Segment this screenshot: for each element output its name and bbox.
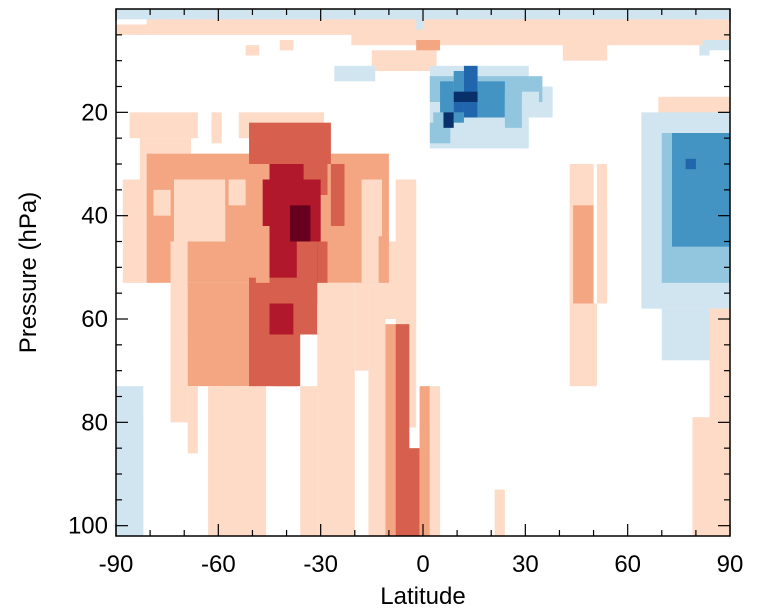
x-tick-label: 30 — [512, 551, 539, 578]
y-tick-label: 60 — [81, 306, 108, 333]
heatmap-cell — [416, 40, 441, 51]
heatmap-cell — [453, 91, 478, 102]
heatmap-cell — [504, 91, 522, 128]
heatmap-cell — [279, 40, 294, 51]
axis-ticks — [115, 9, 731, 536]
heatmap-cell — [672, 133, 730, 247]
heatmap-cell — [330, 164, 345, 226]
x-tick-label: 60 — [614, 551, 641, 578]
heatmap-cell — [272, 334, 297, 387]
heatmap-cell — [371, 50, 437, 71]
heatmap-cell — [289, 205, 311, 242]
heatmap-cells — [116, 9, 730, 536]
heatmap-cell — [249, 122, 331, 164]
heatmap-cell — [562, 24, 608, 61]
heatmap-cell — [228, 179, 246, 206]
heatmap-cell — [685, 158, 696, 170]
heatmap-cell — [361, 179, 383, 283]
heatmap-cell — [378, 236, 389, 283]
y-tick-label: 40 — [81, 203, 108, 230]
heatmap-cell — [344, 164, 362, 226]
x-tick-label: -90 — [99, 551, 134, 578]
heatmap-cell — [191, 205, 226, 242]
heatmap-cell — [474, 29, 485, 46]
heatmap-cell — [477, 81, 505, 118]
heatmap-cell — [208, 386, 267, 536]
heatmap-cell — [440, 81, 454, 118]
heatmap-cell — [443, 112, 454, 128]
heatmap-cell — [351, 19, 730, 46]
heatmap-cell — [153, 189, 171, 216]
heatmap-cell — [368, 282, 386, 536]
heatmap-cell — [699, 45, 710, 56]
heatmap-cell — [170, 334, 188, 423]
x-tick-label: 90 — [717, 551, 744, 578]
heatmap-cell — [317, 282, 355, 536]
heatmap-cell — [245, 45, 260, 56]
heatmap-cell — [300, 386, 318, 536]
x-axis-title: Latitude — [380, 583, 465, 610]
y-tick-label: 80 — [81, 409, 108, 436]
heatmap-cell — [709, 308, 730, 381]
heatmap-cell — [419, 386, 430, 536]
heatmap-cell — [494, 489, 505, 536]
heatmap-cell — [429, 386, 441, 536]
heatmap-cell — [187, 386, 198, 454]
heatmap-cell — [354, 282, 369, 371]
heatmap-cell — [661, 308, 710, 361]
y-tick-label: 100 — [68, 513, 108, 540]
x-tick-label: -30 — [303, 551, 338, 578]
heatmap-cell — [453, 102, 464, 113]
heatmap-cell — [170, 241, 188, 335]
heatmap-cell — [211, 112, 222, 144]
y-tick-labels: 20 40 60 80 100 — [68, 99, 108, 539]
heatmap-cell — [296, 241, 318, 335]
x-tick-label: 0 — [416, 551, 429, 578]
y-axis-title: Pressure (hPa) — [15, 192, 42, 353]
x-tick-labels: -90 -60 -30 0 30 60 90 — [99, 551, 744, 578]
heatmap-cell — [399, 448, 420, 536]
heatmap-cell — [269, 303, 294, 335]
heatmap-cell — [334, 65, 376, 82]
heatmap-cell — [521, 91, 539, 118]
y-tick-label: 20 — [81, 99, 108, 126]
heatmap-cell — [129, 112, 198, 139]
heatmap-cell — [573, 205, 594, 304]
heatmap-cell — [122, 179, 151, 283]
heatmap-cell — [569, 303, 597, 387]
heatmap-cell — [255, 226, 270, 283]
heatmap-cell — [116, 386, 144, 536]
heatmap-cell — [702, 40, 730, 51]
heatmap-cell — [596, 164, 608, 304]
x-tick-label: -60 — [201, 551, 236, 578]
